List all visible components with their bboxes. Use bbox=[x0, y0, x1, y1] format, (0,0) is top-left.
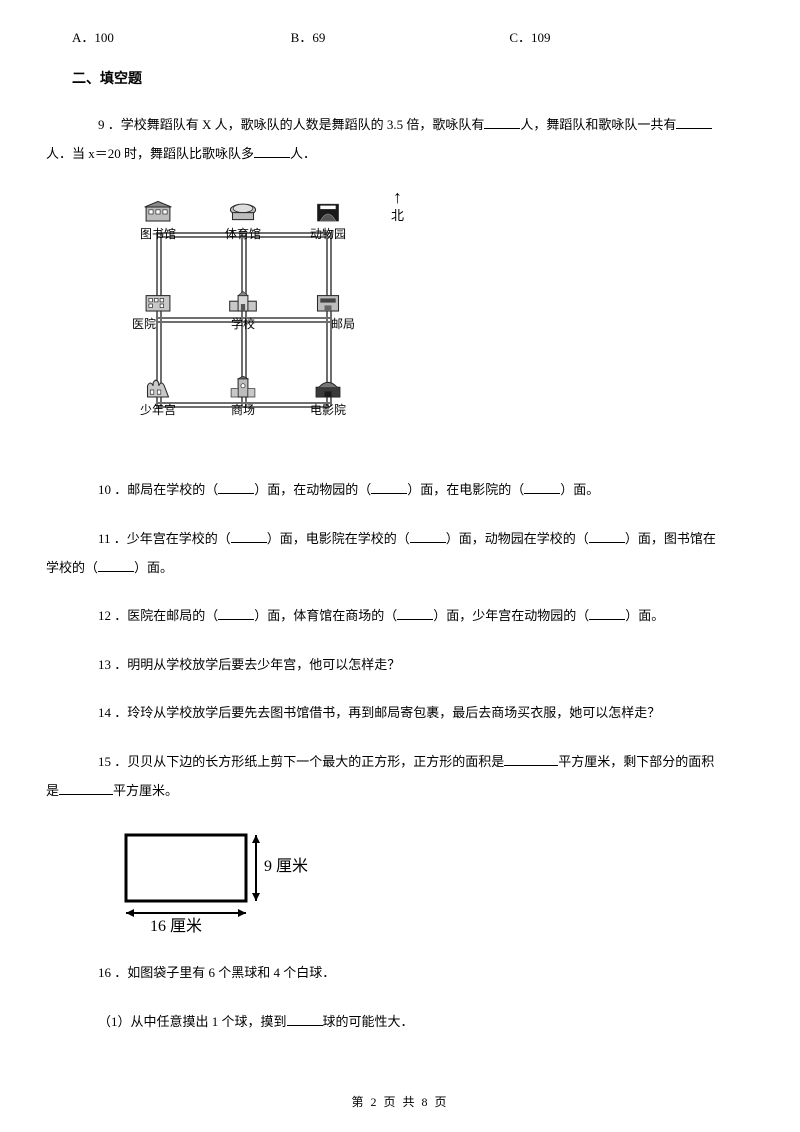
blank bbox=[589, 529, 625, 543]
question-14: 14 ．玲玲从学校放学后要先去图书馆借书，再到邮局寄包裹，最后去商场买衣服，她可… bbox=[72, 699, 728, 728]
page-footer: 第 2 页 共 8 页 bbox=[0, 1093, 800, 1112]
post-label: 邮局 bbox=[331, 315, 355, 334]
q12-t3: ）面，少年宫在动物园的（ bbox=[433, 608, 589, 623]
blank bbox=[484, 115, 520, 129]
hospital-label: 医院 bbox=[132, 315, 156, 334]
blank bbox=[589, 606, 625, 620]
question-16-sub1: （1）从中任意摸出 1 个球，摸到 球的可能性大． bbox=[72, 1008, 728, 1037]
map-figure: ↑ 北 图书馆 体育馆 动物园 医院 bbox=[132, 188, 412, 458]
q11-t4: ）面，图书馆在 bbox=[625, 531, 716, 546]
question-15: 15 ．贝贝从下边的长方形纸上剪下一个最大的正方形，正方形的面积是 平方厘米，剩下… bbox=[72, 748, 728, 805]
map-node-mall: 商场 bbox=[219, 376, 267, 420]
north-label: 北 bbox=[391, 206, 404, 227]
blank bbox=[231, 529, 267, 543]
blank bbox=[218, 480, 254, 494]
blank bbox=[504, 752, 558, 766]
footer-total: 8 bbox=[422, 1095, 430, 1109]
question-13: 13 ．明明从学校放学后要去少年宫，他可以怎样走？ bbox=[72, 651, 728, 680]
school-label: 学校 bbox=[231, 315, 255, 334]
section-2-title: 二、填空题 bbox=[72, 69, 728, 91]
blank bbox=[59, 781, 113, 795]
q12-t2: ）面，体育馆在商场的（ bbox=[254, 608, 397, 623]
blank bbox=[397, 606, 433, 620]
library-label: 图书馆 bbox=[140, 225, 176, 244]
option-b: B．69 bbox=[291, 28, 510, 49]
map-node-gym: 体育馆 bbox=[219, 200, 267, 244]
map-node-zoo: 动物园 bbox=[304, 200, 352, 244]
map-node-hospital: 医院 bbox=[134, 290, 182, 334]
q15-t2: 平方厘米，剩下部分的面积 bbox=[558, 754, 714, 769]
map-node-post: 邮局 bbox=[304, 290, 352, 334]
q9-text-1: 9 ．学校舞蹈队有 X 人，歌咏队的人数是舞蹈队的 3.5 倍，歌咏队有 bbox=[98, 117, 484, 132]
q11-t3: ）面，动物园在学校的（ bbox=[446, 531, 589, 546]
height-label: 9 厘米 bbox=[264, 857, 308, 875]
q10-t2: ）面，在动物园的（ bbox=[254, 482, 371, 497]
q16-t2: （1）从中任意摸出 1 个球，摸到 bbox=[98, 1014, 287, 1029]
option-a: A．100 bbox=[72, 28, 291, 49]
blank bbox=[254, 144, 290, 158]
q16-t3: 球的可能性大． bbox=[323, 1014, 414, 1029]
gym-label: 体育馆 bbox=[225, 225, 261, 244]
mc-options: A．100 B．69 C．109 bbox=[72, 28, 728, 49]
question-12: 12 ．医院在邮局的（ ）面，体育馆在商场的（ ）面，少年宫在动物园的（ ）面。 bbox=[72, 602, 728, 631]
map-grid: 图书馆 体育馆 动物园 医院 学校 邮局 少年宫 商场 bbox=[138, 214, 348, 424]
q15-t3: 是 bbox=[46, 783, 59, 798]
north-indicator: ↑ 北 bbox=[391, 188, 404, 227]
blank bbox=[676, 115, 712, 129]
q10-t3: ）面，在电影院的（ bbox=[407, 482, 524, 497]
map-node-library: 图书馆 bbox=[134, 200, 182, 244]
blank bbox=[410, 529, 446, 543]
cinema-label: 电影院 bbox=[310, 401, 346, 420]
q16-t1: 16 ．如图袋子里有 6 个黑球和 4 个白球． bbox=[98, 965, 335, 980]
map-node-cinema: 电影院 bbox=[304, 376, 352, 420]
question-11: 11 ．少年宫在学校的（ ）面，电影院在学校的（ ）面，动物园在学校的（ ）面，图书馆… bbox=[72, 525, 728, 582]
q9-text-3: 人．当 x＝20 时，舞蹈队比歌咏队多 bbox=[46, 146, 254, 161]
palace-label: 少年宫 bbox=[140, 401, 176, 420]
question-9: 9 ．学校舞蹈队有 X 人，歌咏队的人数是舞蹈队的 3.5 倍，歌咏队有 人，舞蹈… bbox=[72, 111, 728, 168]
q10-t1: 10 ．邮局在学校的（ bbox=[98, 482, 218, 497]
q9-text-4: 人． bbox=[290, 146, 316, 161]
blank bbox=[371, 480, 407, 494]
blank bbox=[524, 480, 560, 494]
footer-mid: 页 共 bbox=[378, 1095, 421, 1109]
q15-t4: 平方厘米。 bbox=[113, 783, 178, 798]
footer-t2: 页 bbox=[430, 1095, 449, 1109]
map-node-palace: 少年宫 bbox=[134, 376, 182, 420]
question-10: 10 ．邮局在学校的（ ）面，在动物园的（ ）面，在电影院的（ ）面。 bbox=[72, 476, 728, 505]
q11-t6: ）面。 bbox=[134, 560, 173, 575]
blank bbox=[98, 558, 134, 572]
blank bbox=[287, 1012, 323, 1026]
question-16: 16 ．如图袋子里有 6 个黑球和 4 个白球． bbox=[72, 959, 728, 988]
q12-t1: 12 ．医院在邮局的（ bbox=[98, 608, 218, 623]
q11-t5: 学校的（ bbox=[46, 560, 98, 575]
blank bbox=[218, 606, 254, 620]
zoo-label: 动物园 bbox=[310, 225, 346, 244]
q9-text-2: 人，舞蹈队和歌咏队一共有 bbox=[520, 117, 676, 132]
north-arrow-icon: ↑ bbox=[393, 188, 402, 206]
option-c: C．109 bbox=[509, 28, 728, 49]
footer-t1: 第 bbox=[351, 1095, 370, 1109]
q11-t1: 11 ．少年宫在学校的（ bbox=[98, 531, 231, 546]
q15-t1: 15 ．贝贝从下边的长方形纸上剪下一个最大的正方形，正方形的面积是 bbox=[98, 754, 504, 769]
mall-label: 商场 bbox=[231, 401, 255, 420]
map-node-school: 学校 bbox=[219, 290, 267, 334]
width-label: 16 厘米 bbox=[150, 917, 202, 935]
q12-t4: ）面。 bbox=[625, 608, 664, 623]
q10-t4: ）面。 bbox=[560, 482, 599, 497]
rectangle-figure: 9 厘米 16 厘米 bbox=[120, 825, 320, 935]
q11-t2: ）面，电影院在学校的（ bbox=[267, 531, 410, 546]
